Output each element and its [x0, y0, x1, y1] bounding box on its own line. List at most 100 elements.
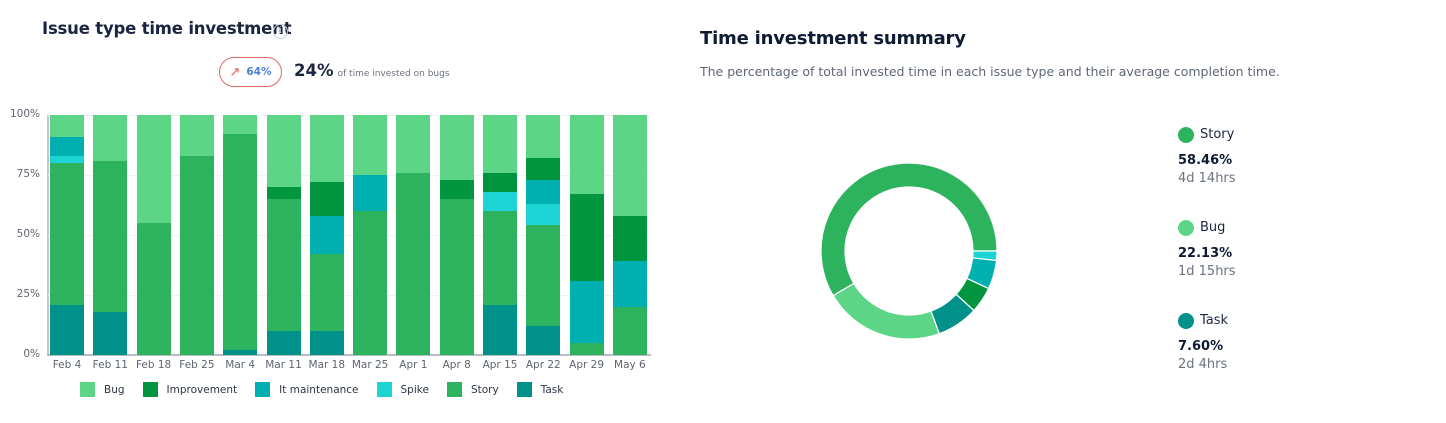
summary-percent: 7.60%	[1178, 339, 1224, 354]
legend-swatch	[516, 382, 532, 397]
bar-segment-bug[interactable]	[483, 115, 517, 173]
legend-swatch	[255, 382, 271, 397]
bar-apr-8[interactable]	[439, 115, 474, 355]
bar-segment-task[interactable]	[223, 350, 258, 355]
bar-segment-bug[interactable]	[50, 115, 84, 137]
bar-segment-bug[interactable]	[526, 115, 561, 159]
bar-segment-bug[interactable]	[569, 115, 604, 195]
bar-segment-task[interactable]	[50, 304, 84, 355]
legend-label: Story	[470, 383, 499, 396]
bar-segment-story[interactable]	[396, 172, 431, 355]
bar-segment-story[interactable]	[483, 211, 517, 305]
bar-segment-bug[interactable]	[309, 115, 344, 183]
bar-segment-story[interactable]	[309, 254, 344, 331]
x-tick-label: Mar 4	[225, 359, 256, 371]
bug-caption: of time invested on bugs	[337, 69, 450, 79]
legend-label: Improvement	[166, 383, 238, 396]
bar-mar-18[interactable]	[309, 115, 344, 355]
bar-mar-25[interactable]	[353, 115, 388, 355]
summary-name: Story	[1200, 127, 1235, 142]
info-icon[interactable]: i	[273, 24, 288, 39]
arrow-up-right-icon: ↗	[229, 64, 241, 80]
bar-segment-story[interactable]	[526, 225, 561, 327]
bar-segment-task[interactable]	[483, 304, 517, 355]
legend-label: Spike	[400, 383, 429, 396]
bar-segment-bug[interactable]	[612, 115, 647, 216]
bar-segment-story[interactable]	[353, 211, 388, 355]
legend-dot-icon	[1178, 127, 1194, 143]
legend-item-task[interactable]: Task	[516, 382, 563, 397]
bar-segment-bug[interactable]	[439, 115, 474, 180]
bar-segment-story[interactable]	[439, 199, 474, 355]
bar-apr-1[interactable]	[396, 115, 431, 355]
legend-item-story[interactable]: Story	[446, 382, 499, 397]
bar-segment-story[interactable]	[266, 199, 301, 331]
bar-segment-it-maintenance[interactable]	[353, 175, 388, 211]
bar-segment-story[interactable]	[569, 343, 604, 355]
bar-segment-story[interactable]	[179, 155, 214, 355]
legend-item-it-maintenance[interactable]: It maintenance	[255, 382, 359, 397]
x-tick-label: Mar 11	[265, 359, 302, 371]
bar-segment-spike[interactable]	[50, 155, 84, 164]
trend-badge: ↗ 64%	[219, 57, 282, 87]
bar-segment-bug[interactable]	[396, 115, 431, 173]
bar-segment-improvement[interactable]	[483, 172, 517, 192]
x-tick-label: Apr 29	[569, 359, 605, 371]
gridline	[48, 295, 648, 296]
bar-apr-22[interactable]	[526, 115, 561, 355]
bar-segment-story[interactable]	[93, 160, 128, 312]
bar-segment-task[interactable]	[93, 311, 128, 355]
bar-segment-bug[interactable]	[223, 115, 258, 135]
bar-segment-bug[interactable]	[266, 115, 301, 187]
bar-segment-it-maintenance[interactable]	[612, 261, 647, 307]
bar-segment-improvement[interactable]	[439, 179, 474, 199]
donut-slice-story[interactable]	[820, 162, 998, 297]
x-tick-label: Apr 22	[525, 359, 561, 371]
bar-segment-spike[interactable]	[526, 203, 561, 226]
bar-apr-29[interactable]	[569, 115, 604, 355]
bar-segment-it-maintenance[interactable]	[526, 179, 561, 204]
legend-item-bug[interactable]: Bug	[80, 382, 125, 397]
time-investment-summary-panel: Time investment summary The percentage o…	[680, 0, 1446, 423]
bar-feb-11[interactable]	[93, 115, 128, 355]
bar-segment-improvement[interactable]	[612, 215, 647, 262]
summary-subtitle: The percentage of total invested time in…	[700, 64, 1280, 79]
donut-chart	[820, 162, 998, 340]
legend-item-improvement[interactable]: Improvement	[142, 382, 238, 397]
bar-feb-25[interactable]	[179, 115, 214, 355]
bar-mar-4[interactable]	[223, 115, 258, 355]
x-axis	[47, 354, 651, 356]
bar-segment-improvement[interactable]	[526, 158, 561, 180]
bar-segment-story[interactable]	[612, 307, 647, 355]
bar-feb-4[interactable]	[50, 115, 84, 355]
bar-segment-bug[interactable]	[136, 115, 171, 223]
bar-segment-bug[interactable]	[179, 115, 214, 156]
bar-segment-improvement[interactable]	[569, 194, 604, 281]
legend-swatch	[446, 382, 462, 397]
y-axis	[47, 115, 49, 355]
bar-may-6[interactable]	[612, 115, 647, 355]
bar-apr-15[interactable]	[483, 115, 517, 355]
bar-feb-18[interactable]	[136, 115, 171, 355]
bar-segment-story[interactable]	[50, 163, 84, 305]
bar-segment-spike[interactable]	[483, 191, 517, 212]
bar-segment-task[interactable]	[526, 326, 561, 355]
bar-segment-bug[interactable]	[93, 115, 128, 161]
bar-segment-it-maintenance[interactable]	[50, 136, 84, 156]
summary-name: Task	[1200, 313, 1229, 328]
bar-segment-it-maintenance[interactable]	[309, 215, 344, 255]
bar-segment-task[interactable]	[309, 331, 344, 355]
bar-segment-improvement[interactable]	[266, 187, 301, 199]
bar-segment-bug[interactable]	[353, 115, 388, 175]
legend-item-spike[interactable]: Spike	[376, 382, 429, 397]
bar-segment-story[interactable]	[136, 223, 171, 355]
bar-segment-story[interactable]	[223, 134, 258, 351]
bar-segment-it-maintenance[interactable]	[569, 280, 604, 343]
donut-slice-spike[interactable]	[971, 250, 998, 262]
bar-segment-task[interactable]	[266, 331, 301, 355]
bar-segment-improvement[interactable]	[309, 182, 344, 216]
summary-percent: 58.46%	[1178, 153, 1233, 168]
bar-mar-11[interactable]	[266, 115, 301, 355]
x-tick-label: Feb 25	[179, 359, 215, 371]
donut-slice-bug[interactable]	[832, 282, 941, 340]
